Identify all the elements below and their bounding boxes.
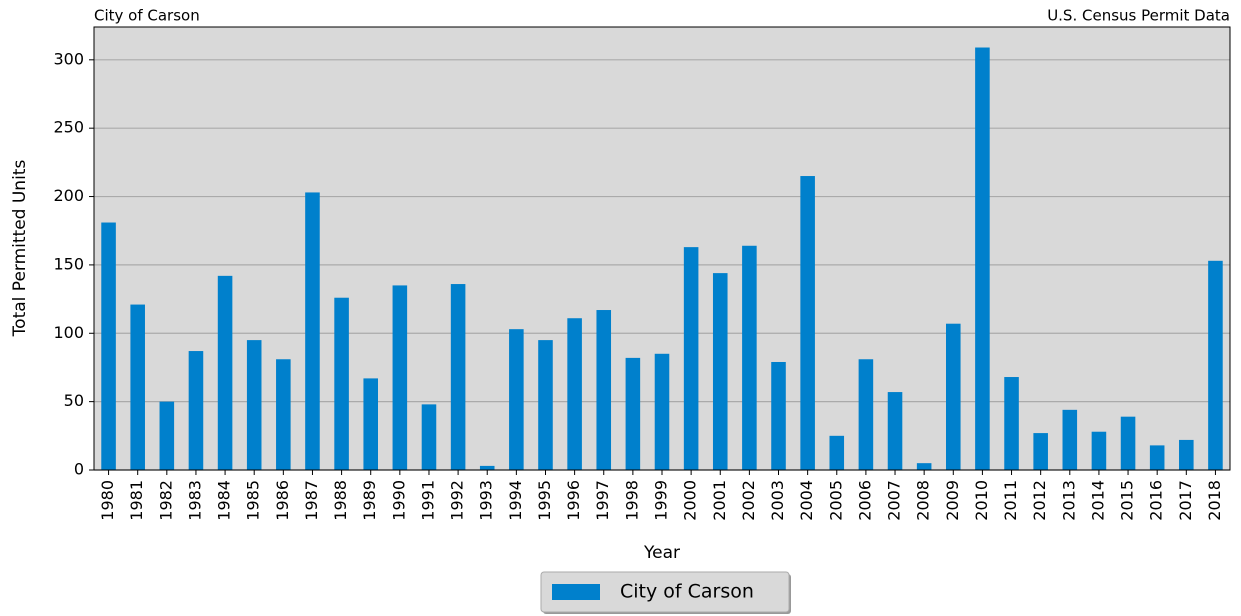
bar — [800, 176, 815, 471]
bar — [217, 275, 233, 470]
legend-label: City of Carson — [620, 581, 754, 603]
x-tick-label: 2009 — [943, 480, 962, 521]
x-tick-label: 1982 — [156, 480, 175, 521]
bar — [887, 392, 903, 470]
y-tick-label: 300 — [53, 49, 84, 68]
bar — [101, 222, 116, 470]
x-tick-label: 2007 — [885, 480, 904, 521]
x-tick-label: 2001 — [710, 480, 729, 521]
bar — [1208, 260, 1223, 470]
bar — [188, 351, 204, 470]
x-tick-label: 1987 — [302, 480, 321, 521]
x-tick-label: 1992 — [448, 480, 467, 521]
bar — [625, 357, 641, 470]
bar — [509, 329, 524, 470]
x-tick-label: 2000 — [681, 480, 700, 521]
x-tick-label: 1999 — [652, 480, 671, 521]
x-tick-label: 2003 — [768, 480, 787, 521]
x-tick-label: 1980 — [98, 480, 117, 521]
bar — [1004, 377, 1019, 470]
bar — [712, 273, 728, 470]
x-tick-label: 1986 — [273, 480, 292, 521]
x-tick-label: 1990 — [389, 480, 408, 521]
x-tick-label: 1998 — [622, 480, 641, 521]
y-tick-label: 50 — [64, 391, 84, 410]
bar — [130, 304, 145, 470]
x-tick-label: 2004 — [797, 480, 816, 521]
bar — [771, 361, 786, 470]
bar — [1179, 439, 1194, 470]
x-tick-label: 1981 — [127, 480, 146, 521]
x-tick-label: 2015 — [1118, 480, 1137, 521]
bar — [567, 318, 582, 470]
bar — [596, 310, 612, 470]
bar — [1062, 409, 1078, 470]
bar — [742, 245, 757, 470]
x-tick-label: 1985 — [244, 480, 263, 521]
x-tick-label: 1994 — [506, 480, 525, 521]
bar — [1091, 431, 1107, 470]
bar — [975, 47, 990, 471]
bar — [159, 401, 175, 470]
x-tick-label: 2016 — [1147, 480, 1166, 521]
x-tick-label: 2008 — [914, 480, 933, 521]
bar — [276, 359, 291, 470]
bar — [305, 192, 320, 471]
y-tick-label: 200 — [53, 186, 84, 205]
x-tick-label: 2011 — [1001, 480, 1020, 521]
y-axis-label: Total Permitted Units — [10, 160, 30, 338]
x-tick-label: 2002 — [739, 480, 758, 521]
x-tick-label: 1995 — [535, 480, 554, 521]
bar — [538, 340, 553, 470]
y-tick-label: 0 — [74, 460, 84, 479]
x-tick-label: 2018 — [1205, 480, 1224, 521]
x-tick-label: 1984 — [215, 480, 234, 521]
bar — [334, 297, 349, 470]
bar — [829, 435, 845, 470]
x-tick-label: 1996 — [564, 480, 583, 521]
x-tick-label: 1983 — [185, 480, 204, 521]
x-tick-label: 2013 — [1059, 480, 1078, 521]
bar — [683, 247, 699, 470]
bar — [858, 359, 874, 470]
y-tick-label: 150 — [53, 254, 84, 273]
bar — [450, 284, 466, 470]
bar — [1033, 433, 1048, 470]
x-tick-label: 2012 — [1030, 480, 1049, 521]
x-tick-label: 2010 — [972, 480, 991, 521]
legend-swatch — [552, 584, 600, 600]
chart-subtitle: U.S. Census Permit Data — [1047, 7, 1230, 25]
bar — [392, 285, 408, 470]
x-tick-label: 1997 — [593, 480, 612, 521]
x-tick-label: 2017 — [1176, 480, 1195, 521]
bar — [946, 323, 961, 470]
bar — [654, 353, 670, 470]
bar — [246, 340, 262, 470]
x-tick-label: 1989 — [360, 480, 379, 521]
x-tick-label: 1991 — [418, 480, 437, 521]
bar — [421, 404, 437, 470]
y-tick-label: 250 — [53, 118, 84, 137]
bars — [101, 47, 1223, 471]
x-tick-label: 2014 — [1088, 480, 1107, 521]
x-tick-label: 1988 — [331, 480, 350, 521]
chart-title: City of Carson — [94, 7, 200, 25]
bar — [916, 463, 932, 470]
x-tick-label: 2005 — [826, 480, 845, 521]
bar — [1120, 416, 1136, 470]
bar — [1149, 445, 1165, 470]
bar — [479, 465, 495, 470]
x-tick-label: 2006 — [855, 480, 874, 521]
bar — [363, 378, 378, 470]
x-tick-label: 1993 — [477, 480, 496, 521]
y-tick-label: 100 — [53, 323, 84, 342]
legend — [540, 571, 790, 613]
x-axis-label: Year — [643, 543, 680, 563]
